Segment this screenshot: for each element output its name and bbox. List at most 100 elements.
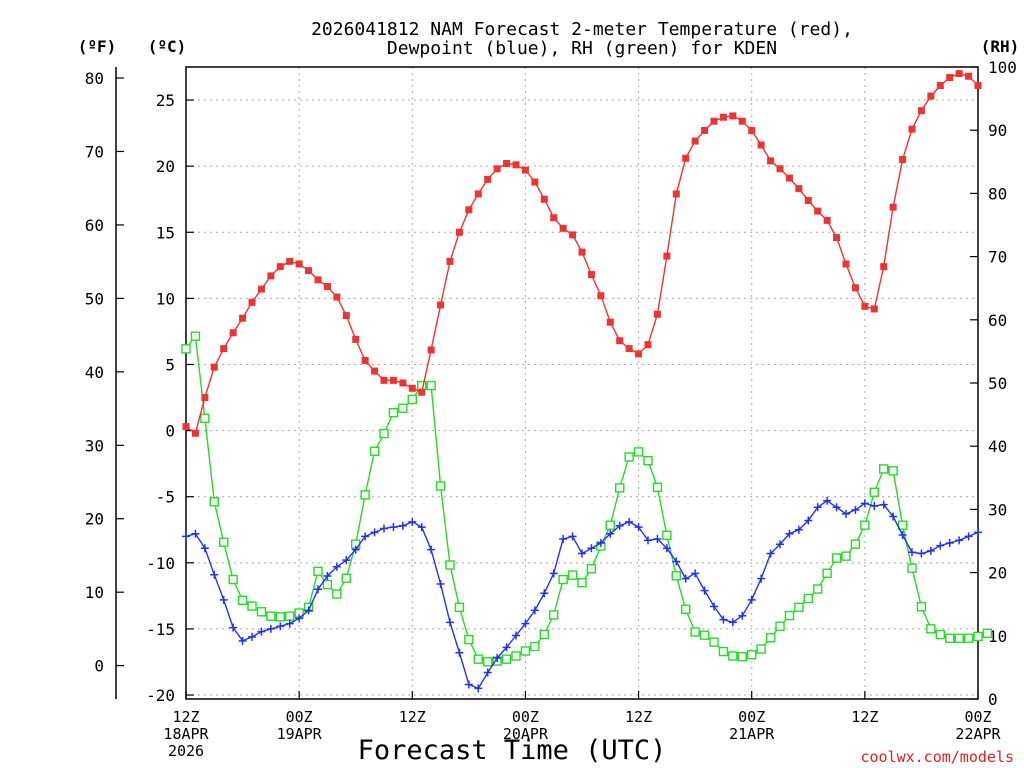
celsius-tick-label: 25 <box>156 91 175 110</box>
temperature-point <box>512 161 520 169</box>
dewpoint-point <box>700 586 709 595</box>
rh-point <box>982 628 993 638</box>
temperature-point <box>257 285 265 293</box>
dewpoint-point <box>323 572 332 581</box>
rh-point <box>803 593 813 604</box>
temperature-point <box>276 263 284 271</box>
temperature-point <box>653 310 661 318</box>
dewpoint-point <box>446 618 454 627</box>
dewpoint-point <box>502 643 511 652</box>
temperature-point <box>748 126 756 134</box>
dewpoint-point <box>681 574 690 583</box>
dewpoint-point <box>182 532 190 541</box>
rh-point <box>775 621 785 632</box>
rh-point <box>247 601 257 611</box>
dewpoint-point <box>634 523 643 532</box>
fahrenheit-tick-label: 70 <box>85 142 104 161</box>
rh-point <box>285 611 295 621</box>
celsius-tick-label: -15 <box>146 620 175 639</box>
rh-point <box>181 344 191 354</box>
rh-point <box>558 574 568 585</box>
rh-point <box>228 574 238 585</box>
dewpoint-point <box>389 523 398 532</box>
rh-point <box>935 629 945 640</box>
dewpoint-point <box>728 618 737 627</box>
rh-point <box>388 408 399 418</box>
dewpoint-point <box>436 579 445 588</box>
dewpoint-point <box>559 535 568 544</box>
rh-point <box>718 646 729 657</box>
temperature-point <box>814 207 822 215</box>
dewpoint-point <box>530 606 539 615</box>
dewpoint-point <box>248 632 256 641</box>
time-tick-label: 12Z <box>851 708 878 726</box>
temperature-point <box>757 141 765 149</box>
rh-point <box>426 380 436 391</box>
temperature-point <box>267 272 275 280</box>
celsius-tick-label: 5 <box>165 355 175 374</box>
time-tick-label: 19APR <box>277 725 323 743</box>
dewpoint-point <box>804 516 813 525</box>
dewpoint-point <box>408 517 417 526</box>
grid-lines <box>186 67 978 699</box>
rh-point <box>709 637 719 647</box>
rh-point <box>973 631 983 642</box>
rh-point <box>313 566 323 577</box>
time-tick-label: 00Z <box>286 708 313 726</box>
temperature-point <box>946 74 954 82</box>
dewpoint-point <box>276 622 285 631</box>
rh-point <box>256 607 267 617</box>
celsius-tick-label: 20 <box>156 157 175 176</box>
temperature-point <box>484 175 492 183</box>
dewpoint-point <box>257 627 266 636</box>
dewpoint-point <box>549 569 558 578</box>
rh-point <box>747 650 757 660</box>
temperature-point <box>795 185 803 193</box>
rh-point <box>633 447 644 457</box>
dewpoint-point <box>455 648 464 657</box>
rh-point <box>511 651 521 661</box>
rh-point <box>681 604 691 614</box>
dewpoint-point <box>578 549 586 558</box>
time-tick-label: 20APR <box>503 725 549 743</box>
time-tick-label: 21APR <box>729 725 775 743</box>
dewpoint-point <box>936 541 945 550</box>
temperature-point <box>965 72 973 80</box>
temperature-point <box>804 197 812 205</box>
dewpoint-line <box>185 499 979 690</box>
rh-point <box>586 564 597 574</box>
rh-tick-label: 0 <box>988 690 998 709</box>
rh-point <box>784 610 795 621</box>
rh-point <box>813 584 823 594</box>
dewpoint-point <box>361 532 370 541</box>
dewpoint-point <box>210 570 219 579</box>
time-tick-label: 00Z <box>738 708 765 726</box>
rh-point <box>615 483 625 493</box>
temperature-point <box>682 154 690 162</box>
temperature-point <box>842 260 850 268</box>
rh-point <box>200 413 210 424</box>
rh-point <box>530 641 540 652</box>
temperature-point <box>833 234 841 242</box>
temperature-point <box>889 203 897 211</box>
fahrenheit-tick-label: 60 <box>85 216 104 235</box>
dewpoint-point <box>615 521 624 530</box>
series-dewpoint <box>182 496 982 693</box>
rh-point <box>794 602 804 613</box>
dewpoint-point <box>351 545 360 554</box>
celsius-tick-label: 15 <box>156 223 175 242</box>
rh-point <box>407 394 417 405</box>
temperature-point <box>974 82 982 90</box>
temperature-point <box>389 376 397 384</box>
rh-point <box>699 630 710 640</box>
temperature-point <box>861 302 869 310</box>
dewpoint-point <box>832 503 841 512</box>
dewpoint-point <box>512 631 520 640</box>
dewpoint-point <box>813 503 822 512</box>
dewpoint-point <box>625 517 634 526</box>
rh-point <box>926 624 936 634</box>
dewpoint-point <box>314 585 322 594</box>
temperature-point <box>880 263 888 271</box>
fahrenheit-tick-label: 0 <box>94 657 104 676</box>
